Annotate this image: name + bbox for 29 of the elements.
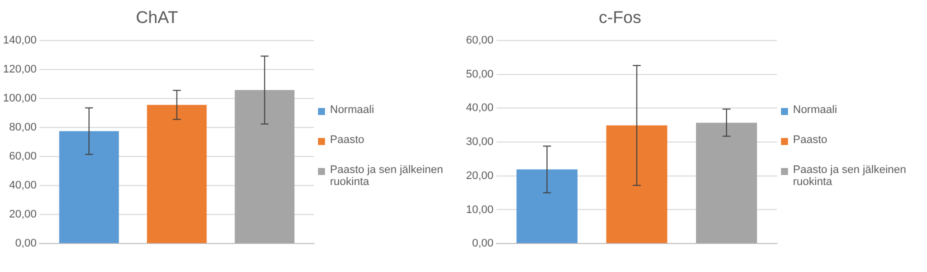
y-tick-label: 40,00 xyxy=(9,180,37,192)
y-tick-label: 10,00 xyxy=(466,204,494,216)
y-tick-label: 120,00 xyxy=(2,63,37,76)
bar xyxy=(516,169,578,244)
y-tick-label: 80,00 xyxy=(9,122,37,134)
legend-label: Paasto ja sen jälkeinen ruokinta xyxy=(330,164,444,188)
chart-title: ChAT xyxy=(136,8,178,27)
bar xyxy=(696,122,758,244)
y-tick-label: 100,00 xyxy=(2,92,37,104)
y-tick-label: 50,00 xyxy=(466,68,494,80)
y-tick-label: 60,00 xyxy=(9,150,37,163)
legend-label: Paasto ja sen jälkeinen ruokinta xyxy=(793,164,908,188)
legend-label: Paasto xyxy=(330,134,364,146)
y-tick-label: 0,00 xyxy=(472,238,494,250)
legend-label: Normaali xyxy=(330,104,374,116)
y-tick-label: 0,00 xyxy=(15,238,37,250)
bar xyxy=(234,90,294,244)
y-tick-label: 30,00 xyxy=(466,136,494,148)
chart-title: c-Fos xyxy=(598,8,642,27)
y-tick-label: 40,00 xyxy=(466,102,494,114)
bar xyxy=(146,104,207,244)
bar xyxy=(59,131,119,244)
y-tick-label: 140,00 xyxy=(2,34,37,46)
legend-label: Paasto xyxy=(793,134,828,146)
y-tick-label: 20,00 xyxy=(9,208,37,221)
bar xyxy=(606,125,668,244)
legend-label: Normaali xyxy=(793,104,838,116)
y-tick-label: 20,00 xyxy=(466,170,494,182)
y-tick-label: 60,00 xyxy=(466,34,494,46)
